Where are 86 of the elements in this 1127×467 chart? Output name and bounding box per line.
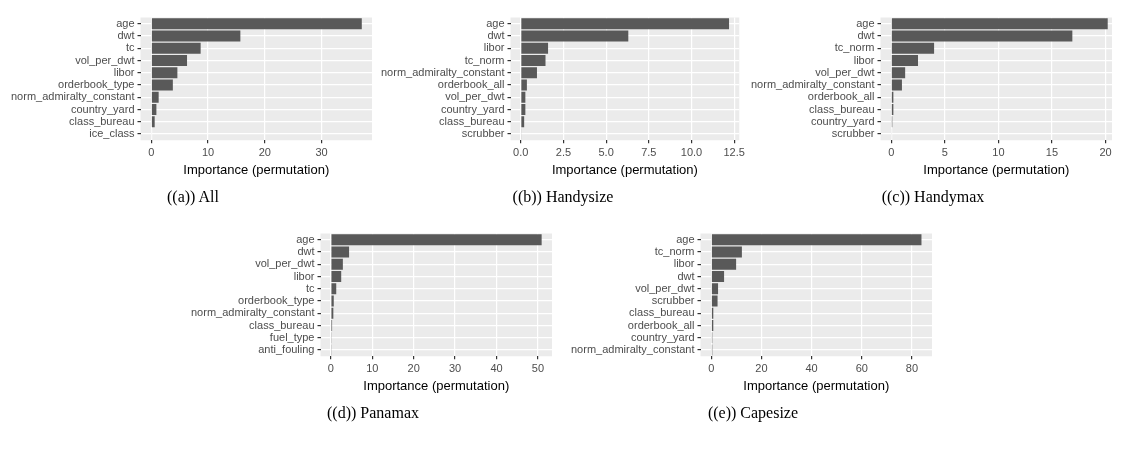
x-tick-label: 0 [148, 145, 155, 158]
y-tick-label: tc_norm [464, 53, 505, 66]
text: ((b)) Handysize [512, 188, 614, 206]
x-tick-label: 10 [201, 145, 215, 158]
x-tick-label: 0 [708, 361, 715, 374]
x-tick-label: 50 [531, 361, 545, 374]
y-tick-label: class_bureau [809, 102, 875, 115]
x-tick-label: 40 [805, 361, 818, 374]
y-tick-label: orderbook_type [238, 294, 315, 307]
x-tick-label: 0 [888, 145, 895, 158]
x-tick-label: 30 [315, 145, 328, 158]
y-tick-label: ice_class [89, 127, 135, 140]
y-tick-label: dwt [857, 29, 875, 42]
y-tick-label: vol_per_dwt [635, 281, 695, 294]
y-tick-label: fuel_type [269, 330, 315, 343]
y-tick-label: age [296, 232, 315, 245]
x-tick-label: 20 [258, 145, 271, 158]
y-tick-label: dwt [487, 29, 505, 42]
x-tick-label: 40 [490, 361, 503, 374]
x-tick-label: 5.0 [598, 145, 614, 158]
y-tick-label: class_bureau [69, 114, 135, 127]
x-tick-label: 10 [992, 145, 1005, 158]
x-axis-title: Importance (permutation) [923, 161, 1070, 177]
y-tick-label: orderbook_all [437, 78, 505, 91]
y-tick-label: anti_fouling [258, 343, 315, 356]
x-tick-label: 30 [448, 361, 462, 374]
y-tick-label: tc [305, 281, 315, 294]
x-axis-title: Importance (permutation) [743, 377, 890, 393]
y-tick-label: norm_admiralty_constant [380, 65, 505, 78]
y-tick-label: country_yard [630, 330, 695, 343]
y-tick-label: country_yard [810, 114, 875, 127]
x-tick-label: 0 [327, 361, 334, 374]
y-tick-label: scrubber [831, 127, 875, 140]
y-tick-label: dwt [297, 245, 315, 258]
x-tick-label: 15 [1045, 145, 1059, 158]
x-tick-label: 10.0 [680, 145, 703, 158]
x-tick-label: 60 [855, 361, 868, 374]
x-tick-label: 7.5 [641, 145, 657, 158]
x-axis-title: Importance (permutation) [363, 377, 510, 393]
y-tick-label: tc_norm [834, 41, 875, 54]
text: ((c)) Handymax [881, 188, 985, 206]
x-axis-title: Importance (permutation) [551, 161, 698, 177]
y-tick-label: dwt [117, 29, 135, 42]
y-tick-label: vol_per_dwt [815, 65, 875, 78]
y-tick-label: libor [673, 257, 695, 270]
x-tick-label: 10 [366, 361, 379, 374]
text: ((e)) Capesize [707, 404, 799, 422]
y-tick-label: class_bureau [249, 318, 315, 331]
y-tick-label: country_yard [70, 102, 135, 115]
y-tick-label: norm_admiralty_constant [10, 90, 135, 103]
y-tick-label: orderbook_type [58, 78, 135, 91]
x-tick-label: 12.5 [723, 145, 745, 158]
y-tick-label: vol_per_dwt [255, 257, 315, 270]
y-tick-label: libor [293, 269, 315, 282]
x-axis-title: Importance (permutation) [183, 161, 330, 177]
y-tick-label: age [676, 232, 695, 245]
y-tick-label: norm_admiralty_constant [190, 306, 315, 319]
y-tick-label: tc [125, 41, 135, 54]
y-tick-label: age [486, 16, 505, 29]
x-tick-label: 2.5 [555, 145, 572, 158]
x-tick-label: 20 [755, 361, 768, 374]
y-tick-label: norm_admiralty_constant [570, 343, 695, 356]
y-tick-label: age [116, 16, 135, 29]
y-tick-label: class_bureau [629, 306, 695, 319]
y-tick-label: age [856, 16, 875, 29]
y-tick-label: norm_admiralty_constant [750, 78, 875, 91]
y-tick-label: country_yard [440, 102, 505, 115]
x-tick-label: 0.0 [513, 145, 529, 158]
text: ((d)) Panamax [327, 404, 419, 422]
y-tick-label: libor [483, 41, 505, 54]
x-tick-label: 5 [941, 145, 948, 158]
text: ((a)) All [167, 188, 219, 206]
y-tick-label: scrubber [651, 294, 695, 307]
y-tick-label: vol_per_dwt [445, 90, 505, 103]
y-tick-label: vol_per_dwt [75, 53, 135, 66]
y-tick-label: class_bureau [439, 114, 505, 127]
x-tick-label: 80 [905, 361, 919, 374]
y-tick-label: libor [113, 65, 135, 78]
x-tick-label: 20 [1099, 145, 1112, 158]
x-tick-label: 20 [407, 361, 420, 374]
y-tick-label: dwt [677, 269, 695, 282]
y-tick-label: orderbook_all [627, 318, 695, 331]
y-tick-label: libor [853, 53, 875, 66]
y-tick-label: tc_norm [654, 245, 695, 258]
y-tick-label: orderbook_all [807, 90, 875, 103]
y-tick-label: scrubber [461, 127, 505, 140]
